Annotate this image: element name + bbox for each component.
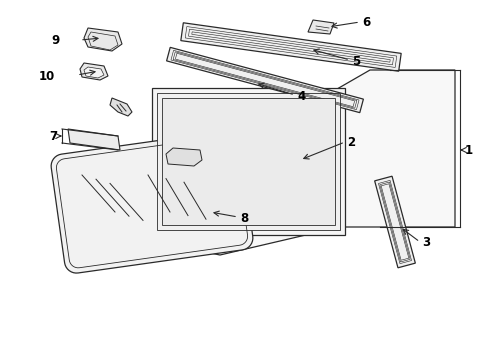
Polygon shape — [148, 70, 454, 255]
Text: 9: 9 — [52, 33, 60, 46]
Text: 2: 2 — [346, 135, 354, 149]
Polygon shape — [80, 63, 108, 80]
Polygon shape — [374, 176, 414, 268]
Polygon shape — [51, 131, 252, 273]
Polygon shape — [84, 67, 104, 78]
Text: 7: 7 — [49, 130, 57, 143]
Text: 8: 8 — [240, 212, 248, 225]
Polygon shape — [307, 20, 333, 34]
Text: 10: 10 — [39, 69, 55, 82]
Polygon shape — [110, 98, 132, 116]
Polygon shape — [166, 48, 363, 113]
Polygon shape — [165, 148, 202, 166]
Text: 3: 3 — [421, 237, 429, 249]
Polygon shape — [84, 28, 122, 51]
Text: 6: 6 — [361, 15, 369, 28]
Text: 4: 4 — [296, 90, 305, 103]
Text: 1: 1 — [464, 144, 472, 157]
Polygon shape — [162, 98, 334, 225]
Polygon shape — [152, 88, 345, 235]
Polygon shape — [157, 93, 339, 230]
Polygon shape — [181, 23, 400, 71]
Polygon shape — [68, 129, 120, 150]
Text: 5: 5 — [351, 54, 360, 68]
